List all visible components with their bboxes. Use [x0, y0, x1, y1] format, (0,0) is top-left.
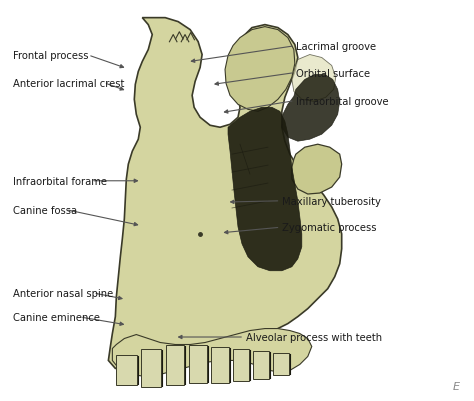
Polygon shape	[189, 346, 207, 383]
Text: Orbital surface: Orbital surface	[296, 69, 370, 79]
Polygon shape	[225, 28, 295, 112]
Polygon shape	[228, 108, 302, 271]
Polygon shape	[282, 75, 340, 142]
Polygon shape	[116, 356, 137, 385]
Text: E: E	[453, 381, 460, 391]
Text: Canine fossa: Canine fossa	[12, 205, 77, 215]
Text: Canine eminence: Canine eminence	[12, 312, 100, 322]
Polygon shape	[233, 350, 249, 381]
Text: Anterior nasal spine: Anterior nasal spine	[12, 288, 113, 298]
Polygon shape	[211, 348, 229, 383]
Polygon shape	[109, 18, 342, 369]
Polygon shape	[141, 350, 161, 387]
Polygon shape	[292, 145, 342, 194]
Text: Infraorbital groove: Infraorbital groove	[296, 96, 389, 106]
Polygon shape	[292, 55, 336, 102]
Text: Frontal process: Frontal process	[12, 51, 88, 61]
Polygon shape	[166, 346, 184, 385]
Polygon shape	[253, 352, 269, 379]
Text: Maxillary tuberosity: Maxillary tuberosity	[282, 196, 381, 206]
Polygon shape	[273, 354, 289, 375]
Text: Infraorbital forame: Infraorbital forame	[12, 176, 107, 186]
Text: Anterior lacrimal crest: Anterior lacrimal crest	[12, 79, 124, 88]
Text: Zygomatic process: Zygomatic process	[282, 223, 376, 233]
Text: Lacrimal groove: Lacrimal groove	[296, 42, 376, 52]
Text: Alveolar process with teeth: Alveolar process with teeth	[246, 332, 382, 342]
Polygon shape	[112, 329, 312, 377]
